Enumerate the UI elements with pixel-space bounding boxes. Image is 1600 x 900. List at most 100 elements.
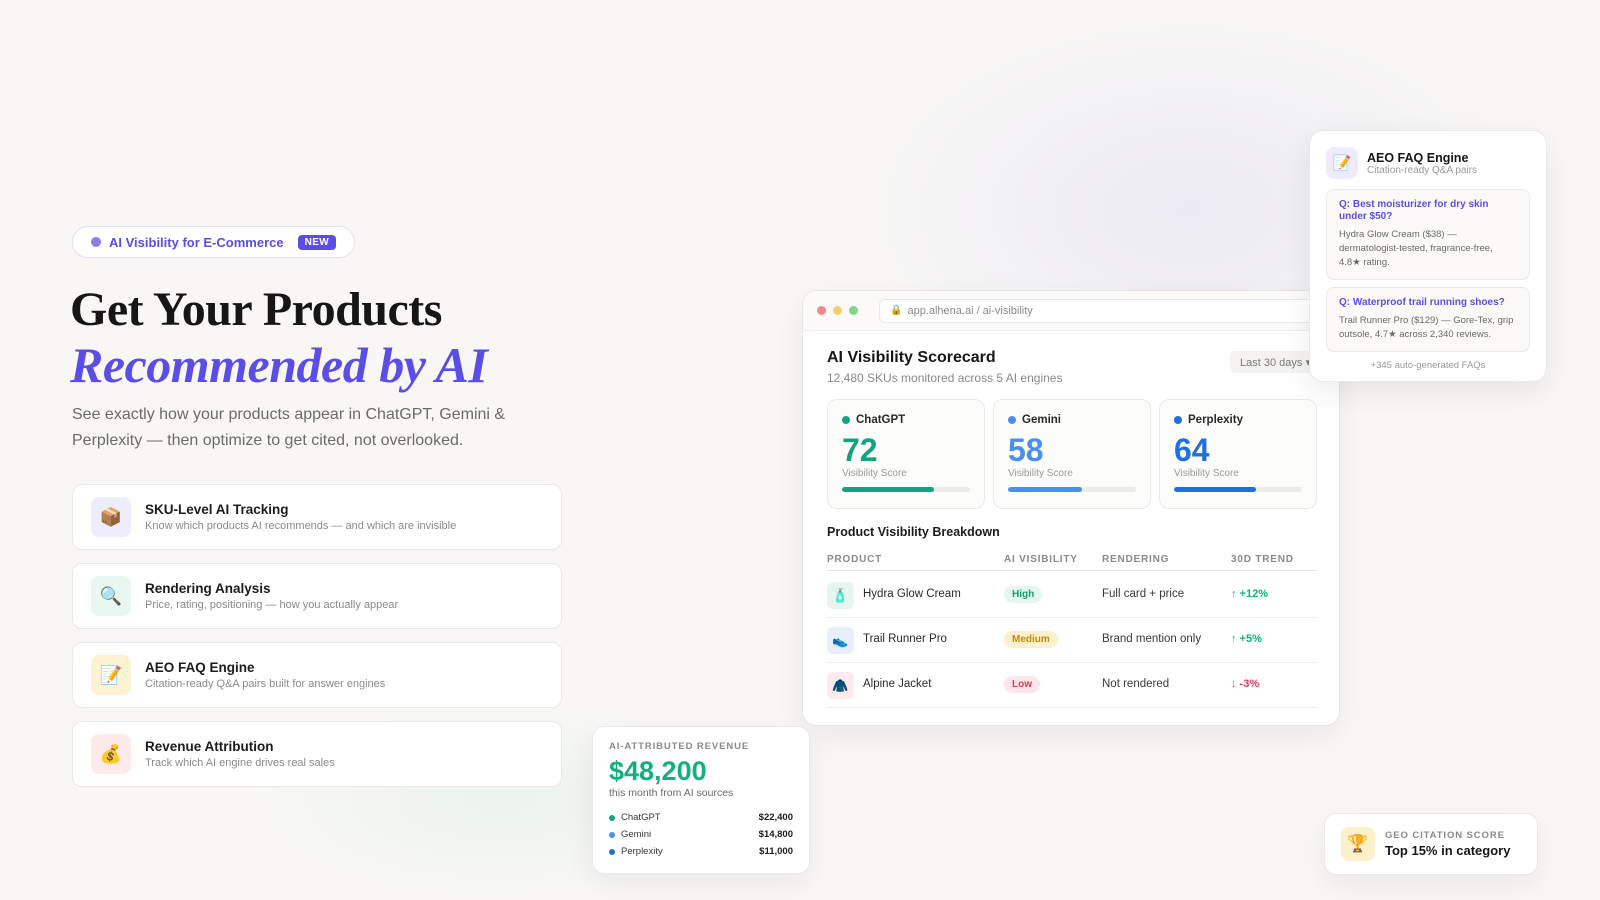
running-shoe-icon: 👟 [827,627,854,654]
faq-subtitle: Citation-ready Q&A pairs [1367,164,1478,176]
table-row[interactable]: 🧴 Hydra Glow Cream High Full card + pric… [827,573,1317,618]
table-header: PRODUCT AI VISIBILITY RENDERING 30D TREN… [827,549,1317,571]
dot-icon [609,831,615,838]
column-header[interactable]: PRODUCT [827,554,883,565]
feature-desc: Know which products AI recommends — and … [145,520,457,532]
score-bar-fill [1174,487,1256,492]
score-label: Visibility Score [842,468,907,479]
column-header[interactable]: RENDERING [1102,554,1170,565]
score-card-gemini[interactable]: Gemini 58 Visibility Score [993,399,1151,509]
faq-answer: Hydra Glow Cream ($38) — dermatologist-t… [1339,229,1493,268]
feature-card[interactable]: 📦 SKU-Level AI Tracking Know which produ… [72,484,562,550]
lotion-bottle-icon: 🧴 [827,582,854,609]
breakdown-title: Product Visibility Breakdown [827,525,1000,539]
revenue-amount: $14,800 [758,829,793,840]
hero-title-line1: Get Your Products [70,283,442,336]
dot-icon [1008,416,1016,424]
url-text: app.alhena.ai / ai-visibility [907,304,1033,317]
hero-pill: AI Visibility for E-Commerce NEW [72,226,356,258]
money-bag-icon: 💰 [91,734,131,774]
revenue-value: $48,200 [609,756,707,786]
revenue-card: AI-ATTRIBUTED REVENUE $48,200 this month… [592,726,810,874]
rendering-text: Brand mention only [1102,633,1202,645]
revenue-row: Perplexity $11,000 [609,843,793,860]
feature-title: Revenue Attribution [145,739,274,754]
pill-text: AI Visibility for E-Commerce [109,234,284,250]
feature-title: Rendering Analysis [145,581,271,596]
scorecard-subtitle: 12,480 SKUs monitored across 5 AI engine… [827,371,1063,385]
visibility-badge: High [1004,586,1043,603]
engine-name: Gemini [621,829,652,840]
feature-title: AEO FAQ Engine [145,660,255,675]
trend-value: ↓ -3% [1231,678,1260,690]
score-label: Visibility Score [1008,468,1073,479]
visibility-badge: Low [1004,676,1040,693]
trophy-icon: 🏆 [1341,827,1375,861]
product-name: Alpine Jacket [863,678,932,690]
visibility-badge: Medium [1004,631,1058,648]
date-range-select[interactable]: Last 30 days ▾ [1230,351,1321,373]
score-card-chatgpt[interactable]: ChatGPT 72 Visibility Score [827,399,985,509]
feature-desc: Track which AI engine drives real sales [145,757,335,769]
engine-name: Perplexity [1188,414,1243,426]
feature-card[interactable]: 📝 AEO FAQ Engine Citation-ready Q&A pair… [72,642,562,708]
engine-name: Gemini [1022,414,1061,426]
feature-card[interactable]: 💰 Revenue Attribution Track which AI eng… [72,721,562,787]
product-name: Trail Runner Pro [863,633,947,645]
feature-card[interactable]: 🔍 Rendering Analysis Price, rating, posi… [72,563,562,629]
score-bar-fill [1008,487,1083,492]
new-badge: NEW [297,234,337,250]
jacket-icon: 🧥 [827,672,854,699]
geo-value: Top 15% in category [1385,843,1511,858]
faq-question: Q: Best moisturizer for dry skin under $… [1339,199,1489,222]
geo-citation-card: 🏆 GEO CITATION SCORE Top 15% in category [1324,813,1538,875]
engine-name: ChatGPT [621,812,661,823]
score-value: 72 [842,432,878,468]
hero-lead: See exactly how your products appear in … [72,406,506,449]
score-bar [1008,487,1136,492]
revenue-label: AI-ATTRIBUTED REVENUE [609,741,750,752]
score-value: 64 [1174,432,1210,468]
revenue-row: Gemini $14,800 [609,826,793,843]
score-card-perplexity[interactable]: Perplexity 64 Visibility Score [1159,399,1317,509]
lock-icon: 🔒 [890,305,903,316]
product-name: Hydra Glow Cream [863,588,961,600]
revenue-row: ChatGPT $22,400 [609,809,793,826]
dot-icon [609,848,615,855]
faq-answer: Trail Runner Pro ($129) — Gore-Tex, grip… [1339,315,1514,340]
dot-icon [842,416,850,424]
hero-title-line2: Recommended by AI [70,337,488,393]
feature-title: SKU-Level AI Tracking [145,502,289,517]
score-bar [842,487,970,492]
scorecard-title: AI Visibility Scorecard [827,349,996,366]
rendering-text: Full card + price [1102,588,1185,600]
browser-bar: 🔒 app.alhena.ai / ai-visibility [803,291,1339,331]
address-bar[interactable]: 🔒 app.alhena.ai / ai-visibility [879,298,1325,323]
column-header[interactable]: AI VISIBILITY [1004,554,1078,565]
faq-card: 📝 AEO FAQ Engine Citation-ready Q&A pair… [1309,130,1547,382]
geo-label: GEO CITATION SCORE [1385,830,1505,841]
feature-desc: Price, rating, positioning — how you act… [145,599,399,611]
trend-value: ↑ +12% [1231,588,1268,600]
faq-question: Q: Waterproof trail running shoes? [1339,297,1505,308]
score-value: 58 [1008,432,1044,468]
revenue-amount: $22,400 [758,812,793,823]
score-label: Visibility Score [1174,468,1239,479]
column-header[interactable]: 30D TREND [1231,554,1294,565]
faq-more-link[interactable]: +345 auto-generated FAQs [1370,360,1486,371]
package-icon: 📦 [91,497,131,537]
dot-icon [1174,416,1182,424]
magnifier-icon: 🔍 [91,576,131,616]
faq-item[interactable]: Q: Waterproof trail running shoes? Trail… [1326,287,1530,352]
maximize-dot-icon[interactable] [849,306,858,315]
table-row[interactable]: 🧥 Alpine Jacket Low Not rendered ↓ -3% [827,663,1317,708]
table-row[interactable]: 👟 Trail Runner Pro Medium Brand mention … [827,618,1317,663]
score-bar [1174,487,1302,492]
engine-name: Perplexity [621,846,663,857]
minimize-dot-icon[interactable] [833,306,842,315]
faq-item[interactable]: Q: Best moisturizer for dry skin under $… [1326,189,1530,280]
dot-icon [91,237,101,247]
close-dot-icon[interactable] [817,306,826,315]
dot-icon [609,814,615,821]
faq-title: AEO FAQ Engine [1367,150,1469,165]
